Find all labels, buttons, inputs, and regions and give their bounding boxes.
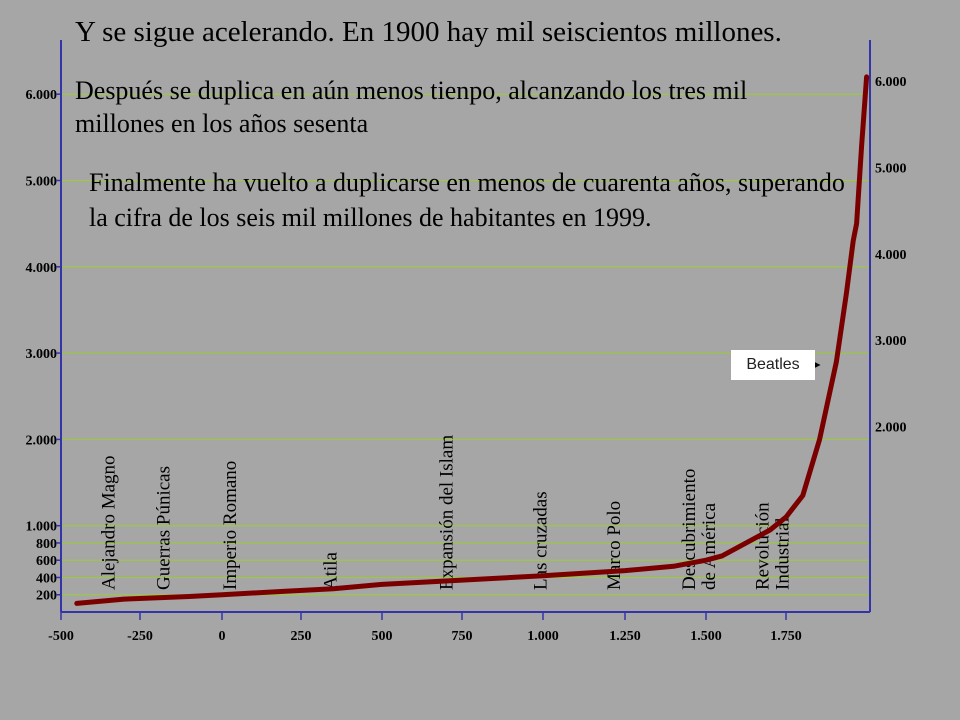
x-tick-label: -250: [127, 629, 153, 644]
population-curve: [74, 74, 870, 606]
y-tick-label: 600: [36, 554, 57, 569]
x-tick-label: -500: [48, 629, 74, 644]
event-labels: Alejandro Magno Guerras Púnicas Imperio Ro…: [99, 435, 794, 590]
event-label: Las cruzadas: [530, 491, 551, 590]
event-label-line: Revolución: [752, 502, 773, 590]
y-tick-label: 1.000: [26, 520, 58, 535]
x-tick-label: 1.000: [527, 629, 559, 644]
paragraph-doubling-1960s: Después se duplica en aún menos tienpo, …: [75, 76, 748, 138]
gridlines: [61, 93, 870, 596]
series-layer: [74, 74, 870, 606]
beatles-callout: Beatles: [731, 350, 815, 380]
event-label: Expansión del Islam: [436, 435, 457, 590]
x-tick-label: 1.250: [609, 629, 641, 644]
y-right-tick-label: 4.000: [875, 248, 907, 263]
paragraph-doubling-1999: Finalmente ha vuelto a duplicarse en men…: [89, 168, 845, 232]
y-tick-label: 800: [36, 537, 57, 552]
y-tick-label: 6.000: [26, 88, 58, 103]
axes: [60, 40, 871, 613]
event-label: Imperio Romano: [220, 461, 241, 590]
y-axis-right-ticks: 2.000 3.000 4.000 5.000 6.000: [875, 75, 907, 435]
y-tick-label: 3.000: [26, 347, 58, 362]
x-axis-ticks: -500 -250 0 250 500 750 1.000 1.250 1.500 1.750: [48, 612, 802, 644]
event-label: Guerras Púnicas: [154, 466, 175, 590]
y-tick-label: 5.000: [26, 175, 58, 190]
event-label-line: de América: [699, 502, 720, 590]
event-label: RevoluciónIndustrial: [752, 502, 793, 590]
y-right-tick-label: 2.000: [875, 420, 907, 435]
x-tick-label: 0: [219, 629, 226, 644]
x-tick-label: 500: [372, 629, 393, 644]
event-label: Atila: [321, 551, 342, 590]
y-axis-left-ticks: 200 400 600 800 1.000 2.000 3.000 4.000 5.000 6.0…: [26, 88, 61, 604]
x-tick-label: 750: [452, 629, 473, 644]
y-tick-label: 2.000: [26, 433, 58, 448]
event-label: Alejandro Magno: [99, 455, 120, 590]
event-label-line: Industrial: [772, 517, 793, 590]
event-label: Descubrimientode América: [679, 469, 720, 590]
slide-title: Y se sigue acelerando. En 1900 hay mil s…: [75, 16, 782, 48]
y-right-tick-label: 3.000: [875, 334, 907, 349]
y-right-tick-label: 5.000: [875, 162, 907, 177]
x-tick-label: 250: [291, 629, 312, 644]
event-label: Marco Polo: [604, 501, 625, 590]
x-tick-label: 1.750: [770, 629, 802, 644]
y-tick-label: 4.000: [26, 261, 58, 276]
x-tick-label: 1.500: [690, 629, 722, 644]
event-label-line: Descubrimiento: [679, 469, 700, 590]
y-tick-label: 400: [36, 571, 57, 586]
y-tick-label: 200: [36, 589, 57, 604]
y-right-tick-label: 6.000: [875, 75, 907, 90]
